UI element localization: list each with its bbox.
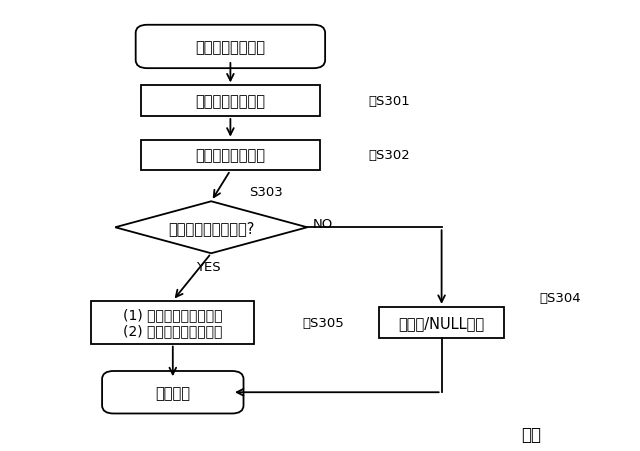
- Text: YES: YES: [196, 261, 220, 274]
- Text: ～S304: ～S304: [540, 291, 581, 304]
- Text: S303: S303: [250, 185, 284, 198]
- Text: ～S301: ～S301: [368, 95, 410, 108]
- Text: (1) 地番（文字列）及び
(2) 筆界（図形）を取得: (1) 地番（文字列）及び (2) 筆界（図形）を取得: [123, 308, 223, 337]
- Text: 地番関連情報取得: 地番関連情報取得: [195, 40, 266, 55]
- Text: リターン: リターン: [156, 385, 190, 400]
- Text: 地番図形判定処理: 地番図形判定処理: [195, 148, 266, 163]
- Text: －S305: －S305: [303, 316, 344, 329]
- Text: 図８: 図８: [521, 425, 541, 443]
- Text: NO: NO: [312, 218, 333, 230]
- FancyBboxPatch shape: [102, 371, 244, 414]
- FancyBboxPatch shape: [92, 301, 255, 344]
- FancyBboxPatch shape: [141, 140, 320, 171]
- FancyBboxPatch shape: [136, 26, 325, 69]
- Text: 当該図形に含まれる?: 当該図形に含まれる?: [168, 220, 254, 235]
- Text: ～S302: ～S302: [368, 149, 410, 162]
- Text: エラー/NULL出力: エラー/NULL出力: [399, 315, 484, 330]
- Polygon shape: [115, 202, 307, 253]
- FancyBboxPatch shape: [379, 307, 504, 338]
- FancyBboxPatch shape: [141, 86, 320, 117]
- Text: 地図情報受け取り: 地図情報受け取り: [195, 94, 266, 109]
